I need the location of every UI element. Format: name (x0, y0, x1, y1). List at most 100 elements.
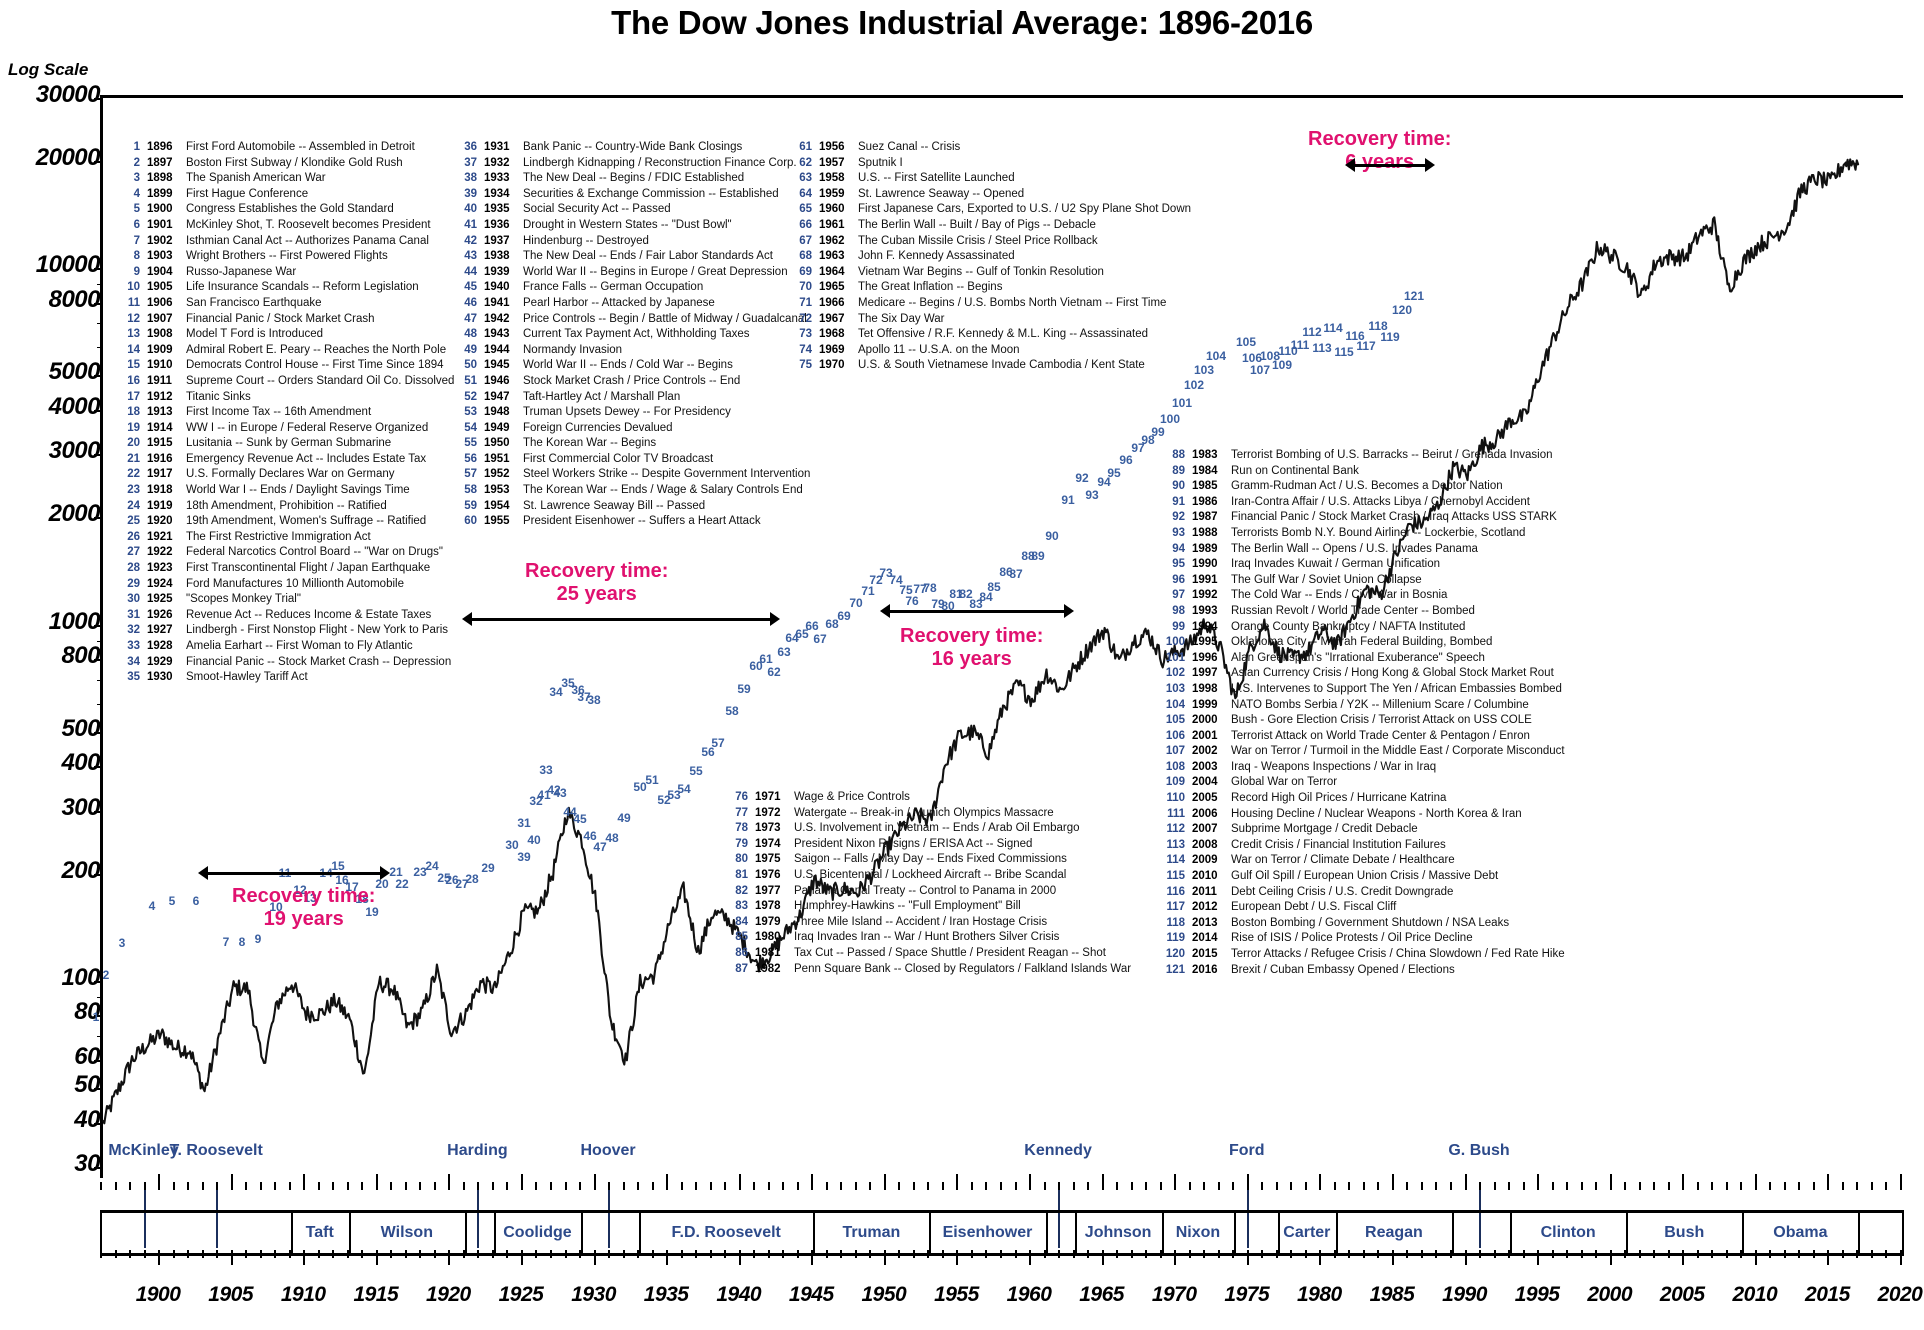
x-tick-top (941, 1182, 944, 1190)
x-tick-top (1304, 1182, 1307, 1190)
legend-item-text: U.S. & South Vietnamese Invade Cambodia … (858, 359, 1145, 372)
legend-item-number: 82 (735, 884, 748, 897)
legend-item: 62 1957 Sputnik I (790, 156, 1191, 172)
president-label-bush: Bush (1664, 1224, 1705, 1241)
legend-item-number: 86 (735, 946, 748, 959)
president-label-johnson: Johnson (1084, 1224, 1152, 1241)
x-tick-bottom (477, 1250, 480, 1258)
x-tick-top (404, 1182, 407, 1190)
y-minor-tick (97, 409, 103, 411)
recovery-label-line2: 6 years (1345, 151, 1415, 173)
legend-item: 27 1922 Federal Narcotics Control Board --… (118, 545, 454, 561)
legend-item-text: Boston First Subway / Klondike Gold Rush (186, 156, 403, 169)
legend-item: 63 1958 U.S. -- First Satellite Launched (790, 171, 1191, 187)
x-tick-top (1870, 1182, 1873, 1190)
legend-item: 92 1987 Financial Panic / Stock Market Cra… (1163, 510, 1565, 526)
x-tick-top (361, 1182, 364, 1190)
legend-item-number: 113 (1166, 838, 1185, 851)
legend-item: 106 2001 Terrorist Attack on World Trade C… (1163, 729, 1565, 745)
x-tick-bottom (172, 1250, 175, 1258)
arrow-head-left (880, 604, 890, 618)
data-point-number: 99 (1151, 425, 1165, 439)
legend-item-year: 1923 (147, 562, 173, 575)
x-tick-bottom (593, 1250, 596, 1265)
data-point-number: 65 (795, 627, 809, 641)
data-point-number: 58 (725, 704, 739, 718)
presidential-timeline: Taft Wilson Coolidge F.D. Roosevelt Truman Ei… (100, 1190, 1904, 1256)
legend-item-text: Taft-Hartley Act / Marshall Plan (523, 390, 681, 403)
legend-item-year: 1944 (484, 343, 510, 356)
x-tick-label: 1945 (788, 1283, 834, 1306)
legend-item-number: 55 (464, 437, 477, 450)
y-minor-tick (97, 160, 103, 162)
legend-item: 107 2002 War on Terror / Turmoil in the Mi… (1163, 744, 1565, 760)
legend-item-text: First Commercial Color TV Broadcast (523, 452, 714, 465)
x-tick-bottom (187, 1250, 190, 1258)
x-tick-top (1551, 1182, 1554, 1190)
legend-item-year: 1917 (147, 468, 173, 481)
legend-item-number: 62 (799, 156, 812, 169)
legend-item-year: 1963 (819, 250, 845, 263)
x-tick-top (462, 1182, 465, 1190)
event-legend-col5: 88 1983 Terrorist Bombing of U.S. Barracks… (1163, 448, 1565, 978)
legend-item-text: McKinley Shot, T. Roosevelt becomes Pres… (186, 218, 431, 231)
x-tick-top (724, 1182, 727, 1190)
x-tick-top (1624, 1182, 1627, 1190)
x-tick-label: 2015 (1805, 1283, 1850, 1306)
x-tick-top (1362, 1182, 1365, 1190)
x-tick-top (1261, 1182, 1264, 1190)
legend-item: 67 1962 The Cuban Missile Crisis / Steel P… (790, 234, 1191, 250)
legend-item-text: Democrats Control House -- First Time Si… (186, 359, 444, 372)
x-tick-bottom (666, 1250, 669, 1265)
x-tick-bottom (1870, 1250, 1873, 1258)
y-tick-mark (94, 731, 103, 734)
legend-item-text: Debt Ceiling Crisis / U.S. Credit Downgr… (1231, 885, 1454, 898)
data-point-number: 23 (413, 865, 427, 879)
legend-item-year: 1945 (484, 359, 510, 372)
x-tick-bottom (724, 1250, 727, 1258)
legend-item-text: St. Lawrence Seaway -- Opened (858, 187, 1025, 200)
y-tick-label: 60 (74, 1043, 100, 1071)
x-tick-bottom (767, 1250, 770, 1258)
legend-item-year: 1909 (147, 343, 173, 356)
x-tick-bottom (970, 1250, 973, 1258)
legend-item-number: 45 (464, 281, 477, 294)
legend-item-year: 1953 (484, 484, 510, 497)
data-point-number: 92 (1075, 471, 1089, 485)
y-minor-tick (97, 1088, 103, 1090)
y-minor-tick (97, 659, 103, 661)
legend-item-text: Three Mile Island -- Accident / Iran Hos… (794, 915, 1048, 928)
legend-item-text: NATO Bombs Serbia / Y2K -- Millenium Sca… (1231, 698, 1529, 711)
legend-item: 99 1994 Orange County Bankruptcy / NAFTA I… (1163, 620, 1565, 636)
president-divider (1074, 1213, 1077, 1253)
legend-item: 10 1905 Life Insurance Scandals -- Reform … (118, 280, 454, 296)
president-label-ford: Ford (1228, 1142, 1265, 1159)
legend-item-text: Iran-Contra Affair / U.S. Attacks Libya … (1231, 495, 1530, 508)
legend-item: 48 1943 Current Tax Payment Act, Withholdi… (455, 327, 810, 343)
legend-item-year: 1919 (147, 499, 173, 512)
legend-item-text: Isthmian Canal Act -- Authorizes Panama … (186, 234, 429, 247)
legend-item-number: 100 (1165, 636, 1185, 649)
x-tick-top (448, 1174, 451, 1190)
legend-item-text: Admiral Robert E. Peary -- Reaches the N… (186, 343, 447, 356)
y-minor-tick (97, 517, 103, 519)
x-tick-top (230, 1174, 233, 1190)
legend-item-year: 1973 (755, 822, 781, 835)
x-tick-top (1159, 1182, 1162, 1190)
data-point-number: 95 (1107, 466, 1121, 480)
president-label-obama: Obama (1773, 1224, 1828, 1241)
legend-item: 19 1914 WW I -- in Europe / Federal Reserv… (118, 421, 454, 437)
legend-item-year: 1934 (484, 187, 510, 200)
data-point-number: 34 (549, 685, 563, 699)
legend-item-year: 2014 (1192, 932, 1218, 945)
data-point-number: 91 (1061, 493, 1075, 507)
x-tick-top (100, 1182, 102, 1190)
data-point-number: 61 (759, 652, 773, 666)
legend-item-number: 21 (127, 452, 140, 465)
data-point-number: 51 (645, 773, 659, 787)
x-tick-bottom (1609, 1250, 1612, 1265)
legend-item-number: 70 (799, 281, 812, 294)
data-point-number: 117 (1356, 339, 1376, 353)
legend-item: 91 1986 Iran-Contra Affair / U.S. Attacks … (1163, 495, 1565, 511)
y-minor-tick (97, 873, 103, 875)
